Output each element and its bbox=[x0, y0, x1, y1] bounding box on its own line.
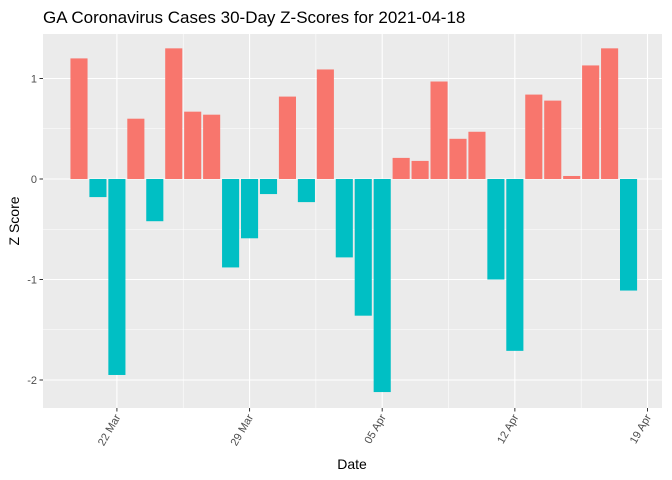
bar bbox=[544, 100, 562, 179]
chart-title: GA Coronavirus Cases 30-Day Z-Scores for… bbox=[43, 8, 465, 27]
bar bbox=[184, 111, 202, 179]
x-axis-label: Date bbox=[337, 456, 367, 472]
bar bbox=[259, 179, 278, 195]
y-axis-label: Z Score bbox=[6, 196, 22, 245]
bar bbox=[316, 69, 334, 179]
bar bbox=[241, 179, 259, 239]
bar bbox=[278, 96, 296, 179]
bar bbox=[525, 94, 543, 179]
bar bbox=[203, 114, 221, 179]
bar bbox=[449, 138, 467, 179]
bar bbox=[335, 179, 353, 258]
bar bbox=[222, 179, 240, 268]
bar bbox=[354, 179, 372, 316]
bar bbox=[392, 157, 410, 179]
bar bbox=[620, 179, 638, 291]
bar bbox=[127, 118, 145, 179]
bar bbox=[468, 131, 486, 179]
bar bbox=[89, 179, 107, 198]
x-tick-label: 12 Apr bbox=[495, 412, 521, 446]
bar bbox=[506, 179, 524, 351]
bars bbox=[70, 48, 638, 393]
y-tick-label: 0 bbox=[31, 174, 37, 186]
y-tick-label: -2 bbox=[27, 375, 37, 387]
x-tick-label: 29 Mar bbox=[229, 412, 257, 448]
bar bbox=[373, 179, 391, 393]
bar bbox=[430, 81, 448, 179]
y-tick-label: 1 bbox=[31, 74, 37, 86]
y-axis: -2 -1 0 1 bbox=[27, 74, 43, 387]
x-tick-label: 19 Apr bbox=[628, 412, 654, 446]
x-tick-label: 05 Apr bbox=[362, 412, 388, 446]
bar bbox=[582, 65, 600, 179]
y-tick-label: -1 bbox=[27, 275, 37, 287]
bar bbox=[601, 48, 619, 179]
bar bbox=[297, 179, 315, 203]
bar bbox=[563, 175, 581, 179]
x-axis: 22 Mar 29 Mar 05 Apr 12 Apr 19 Apr bbox=[96, 408, 654, 448]
bar bbox=[411, 160, 429, 179]
bar bbox=[487, 179, 505, 280]
bar bbox=[108, 179, 126, 375]
bar bbox=[70, 58, 88, 179]
bar bbox=[165, 48, 183, 179]
x-tick-label: 22 Mar bbox=[96, 412, 124, 448]
bar bbox=[146, 179, 164, 222]
